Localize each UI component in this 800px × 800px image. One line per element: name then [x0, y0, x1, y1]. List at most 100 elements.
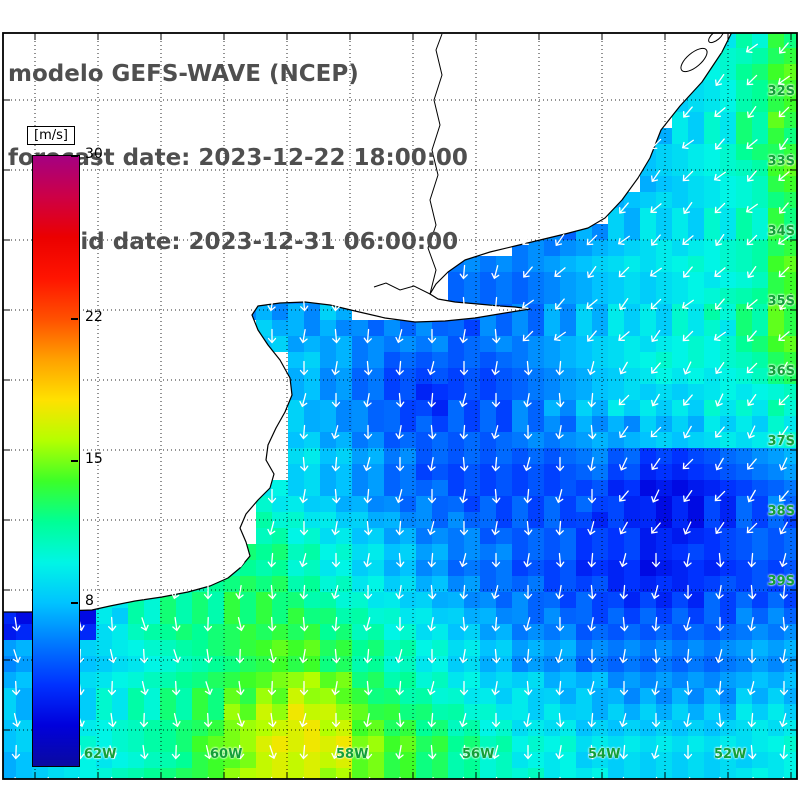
- direction-arrow: [523, 488, 532, 504]
- direction-arrow: [396, 392, 405, 408]
- direction-arrow: [171, 680, 181, 696]
- direction-arrow: [139, 648, 149, 664]
- direction-arrow: [363, 617, 372, 632]
- direction-arrow: [331, 680, 340, 696]
- direction-arrow: [139, 712, 149, 728]
- direction-arrow: [427, 712, 436, 728]
- direction-arrow: [108, 745, 117, 760]
- direction-arrow: [267, 521, 276, 536]
- direction-arrow: [459, 328, 468, 344]
- direction-arrow: [588, 584, 597, 600]
- direction-arrow: [140, 744, 149, 760]
- direction-arrow: [491, 680, 500, 696]
- direction-arrow: [523, 617, 532, 632]
- direction-arrow: [491, 456, 500, 472]
- direction-arrow: [299, 648, 308, 664]
- direction-arrow: [363, 648, 372, 664]
- direction-arrow: [651, 745, 660, 760]
- direction-arrow: [556, 712, 565, 728]
- direction-arrow: [140, 617, 149, 632]
- direction-arrow: [746, 362, 758, 374]
- direction-arrow: [683, 552, 692, 568]
- direction-arrow: [363, 424, 373, 440]
- direction-arrow: [651, 458, 661, 471]
- direction-arrow: [683, 266, 693, 278]
- direction-arrow: [779, 648, 788, 664]
- direction-arrow: [683, 744, 693, 760]
- direction-arrow: [522, 235, 534, 245]
- direction-arrow: [235, 648, 245, 664]
- direction-arrow: [555, 424, 564, 440]
- direction-arrow: [523, 584, 533, 600]
- direction-arrow: [331, 296, 340, 312]
- direction-arrow: [683, 712, 692, 728]
- direction-arrow: [747, 489, 756, 503]
- direction-arrow: [300, 296, 309, 312]
- direction-arrow: [396, 552, 405, 568]
- direction-arrow: [395, 680, 404, 696]
- direction-arrow: [779, 553, 788, 568]
- direction-arrow: [682, 75, 694, 85]
- direction-arrow: [714, 107, 726, 117]
- direction-arrow: [364, 680, 373, 696]
- colorbar-tick-mark: [71, 460, 78, 462]
- direction-arrow: [586, 234, 598, 246]
- direction-arrow: [459, 584, 468, 600]
- direction-arrow: [332, 328, 341, 344]
- direction-arrow: [779, 744, 788, 760]
- direction-arrow: [779, 490, 789, 502]
- direction-arrow: [524, 680, 533, 696]
- direction-arrow: [745, 43, 758, 53]
- direction-arrow: [523, 648, 532, 664]
- direction-arrow: [331, 456, 340, 472]
- direction-arrow: [522, 330, 534, 342]
- direction-arrow: [619, 298, 629, 311]
- direction-arrow: [363, 488, 372, 504]
- direction-arrow: [267, 680, 277, 696]
- direction-arrow: [12, 649, 21, 664]
- direction-arrow: [587, 456, 596, 472]
- direction-arrow: [619, 648, 628, 664]
- direction-arrow: [682, 458, 694, 470]
- direction-arrow: [523, 392, 532, 408]
- direction-arrow: [236, 713, 245, 728]
- direction-arrow: [555, 360, 564, 376]
- direction-arrow: [12, 616, 21, 632]
- direction-arrow: [332, 488, 341, 504]
- direction-arrow: [108, 584, 117, 600]
- direction-arrow: [587, 521, 596, 536]
- direction-arrow: [619, 457, 628, 471]
- direction-arrow: [682, 330, 694, 342]
- direction-arrow: [716, 552, 725, 568]
- direction-arrow: [459, 553, 468, 568]
- direction-arrow: [427, 521, 436, 536]
- direction-arrow: [617, 235, 630, 245]
- direction-arrow: [652, 648, 661, 664]
- direction-arrow: [779, 42, 789, 54]
- direction-arrow: [683, 361, 692, 375]
- direction-arrow: [236, 617, 245, 632]
- direction-arrow: [651, 616, 660, 632]
- colorbar-gradient: [32, 155, 80, 767]
- direction-arrow: [140, 681, 149, 696]
- direction-arrow: [619, 490, 629, 502]
- direction-arrow: [267, 296, 276, 312]
- direction-arrow: [203, 616, 213, 632]
- direction-arrow: [171, 744, 181, 760]
- direction-arrow: [299, 488, 308, 504]
- direction-arrow: [521, 299, 534, 309]
- direction-arrow: [747, 712, 756, 728]
- direction-arrow: [428, 744, 437, 760]
- direction-arrow: [459, 488, 468, 504]
- direction-arrow: [523, 712, 532, 728]
- direction-arrow: [649, 267, 662, 277]
- colorbar-unit-label: [m/s]: [27, 126, 75, 145]
- direction-arrow: [523, 424, 533, 440]
- direction-arrow: [683, 425, 692, 439]
- direction-arrow: [491, 552, 501, 568]
- direction-arrow: [459, 520, 469, 536]
- direction-arrow: [492, 328, 501, 344]
